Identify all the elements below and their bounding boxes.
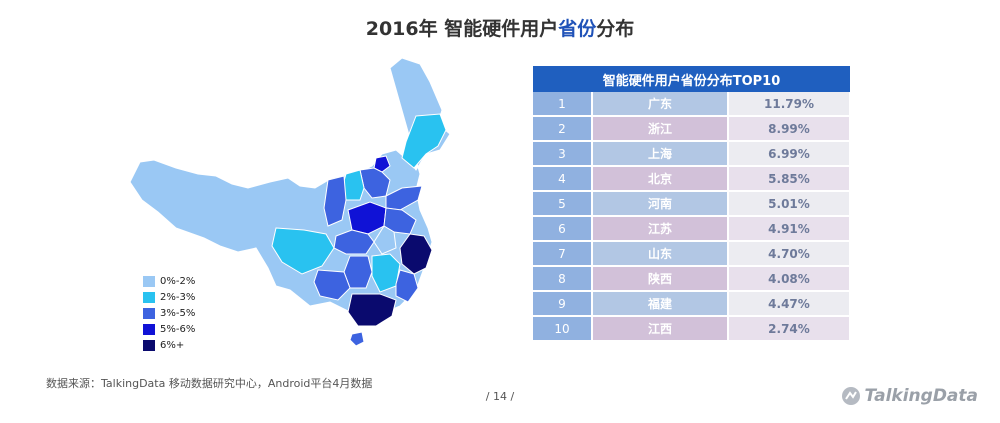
table-row: 4 北京 5.85% xyxy=(533,166,851,192)
legend-swatch xyxy=(143,275,155,287)
legend-label: 6%+ xyxy=(160,339,185,351)
map-region-zhejiang xyxy=(399,233,433,275)
legend-label: 2%-3% xyxy=(160,291,196,303)
legend-swatch xyxy=(143,339,155,351)
table-row: 7 山东 4.70% xyxy=(533,241,851,267)
value-cell: 8.99% xyxy=(728,116,851,142)
brand-name: TalkingData xyxy=(864,386,978,406)
legend-item: 6%+ xyxy=(143,338,195,352)
legend-item: 0%-2% xyxy=(143,274,195,288)
rank-cell: 5 xyxy=(533,191,593,217)
brand-logo: TalkingData xyxy=(841,386,978,406)
table-row: 1 广东 11.79% xyxy=(533,92,851,117)
value-cell: 6.99% xyxy=(728,141,851,167)
value-cell: 2.74% xyxy=(728,316,851,342)
province-cell: 上海 xyxy=(592,141,729,167)
rank-cell: 9 xyxy=(533,291,593,317)
province-cell: 广东 xyxy=(592,92,729,117)
province-cell: 江苏 xyxy=(592,216,729,242)
map-region-sichuan xyxy=(271,227,335,275)
map-region-liaoning xyxy=(401,113,447,169)
table-row: 8 陕西 4.08% xyxy=(533,266,851,292)
rank-cell: 1 xyxy=(533,92,593,117)
legend-label: 5%-6% xyxy=(160,323,196,335)
map-region-hainan xyxy=(349,331,365,347)
province-cell: 福建 xyxy=(592,291,729,317)
table-row: 10 江西 2.74% xyxy=(533,316,851,342)
table-title: 智能硬件用户省份分布TOP10 xyxy=(533,66,850,92)
value-cell: 5.01% xyxy=(728,191,851,217)
province-cell: 浙江 xyxy=(592,116,729,142)
value-cell: 4.08% xyxy=(728,266,851,292)
map-region-shaanxi xyxy=(323,175,347,227)
map-region-hebei xyxy=(359,167,391,199)
table-row: 2 浙江 8.99% xyxy=(533,116,851,142)
rank-cell: 8 xyxy=(533,266,593,292)
province-cell: 山东 xyxy=(592,241,729,267)
province-cell: 北京 xyxy=(592,166,729,192)
rank-cell: 4 xyxy=(533,166,593,192)
legend-swatch xyxy=(143,291,155,303)
table-row: 3 上海 6.99% xyxy=(533,141,851,167)
legend-item: 2%-3% xyxy=(143,290,195,304)
legend-item: 5%-6% xyxy=(143,322,195,336)
map-legend: 0%-2% 2%-3% 3%-5% 5%-6% 6%+ xyxy=(143,274,195,354)
rank-cell: 7 xyxy=(533,241,593,267)
rank-cell: 10 xyxy=(533,316,593,342)
province-cell: 陕西 xyxy=(592,266,729,292)
table-row: 9 福建 4.47% xyxy=(533,291,851,317)
map-region-guizhou xyxy=(313,269,351,301)
rank-cell: 2 xyxy=(533,116,593,142)
value-cell: 11.79% xyxy=(728,92,851,117)
value-cell: 5.85% xyxy=(728,166,851,192)
province-cell: 河南 xyxy=(592,191,729,217)
value-cell: 4.70% xyxy=(728,241,851,267)
top10-table: 智能硬件用户省份分布TOP10 1 广东 11.79% 2 浙江 8.99% 3 上海 6.99… xyxy=(533,66,851,342)
legend-item: 3%-5% xyxy=(143,306,195,320)
data-source: 数据来源：TalkingData 移动数据研究中心，Android平台4月数据 xyxy=(46,377,373,390)
map-region-guangdong xyxy=(347,293,397,327)
rank-cell: 6 xyxy=(533,216,593,242)
china-province-map xyxy=(129,57,451,347)
table-row: 5 河南 5.01% xyxy=(533,191,851,217)
map-region-beijing xyxy=(373,155,391,173)
page-title: 2016年 智能硬件用户省份分布 xyxy=(365,18,635,40)
map-region-fujian xyxy=(395,269,419,303)
province-cell: 江西 xyxy=(592,316,729,342)
talkingdata-logo-icon xyxy=(841,387,860,405)
map-region-hubei xyxy=(333,229,375,255)
value-cell: 4.91% xyxy=(728,216,851,242)
table-row: 6 江苏 4.91% xyxy=(533,216,851,242)
rank-cell: 3 xyxy=(533,141,593,167)
legend-label: 3%-5% xyxy=(160,307,196,319)
page-number: / 14 / xyxy=(485,390,515,403)
legend-swatch xyxy=(143,307,155,319)
map-region-anhui xyxy=(373,225,397,255)
legend-swatch xyxy=(143,323,155,335)
legend-label: 0%-2% xyxy=(160,275,196,287)
value-cell: 4.47% xyxy=(728,291,851,317)
